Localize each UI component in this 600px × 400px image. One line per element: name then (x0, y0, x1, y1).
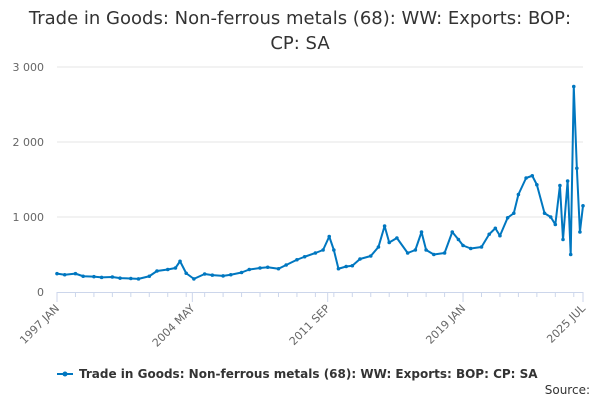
data-point (535, 182, 539, 187)
data-point (247, 267, 252, 272)
y-axis-labels: 0 1 000 2 000 3 000 (13, 61, 45, 299)
data-point (548, 215, 553, 219)
data-point (229, 272, 233, 277)
data-point (129, 276, 133, 281)
series-layer (55, 84, 585, 281)
data-point (578, 230, 582, 234)
y-tick-label: 0 (37, 286, 44, 299)
data-point (568, 252, 573, 257)
data-point (192, 277, 196, 281)
data-point (210, 273, 215, 277)
legend-label[interactable]: Trade in Goods: Non-ferrous metals (68):… (79, 367, 538, 381)
data-point (332, 248, 336, 252)
data-point (565, 179, 570, 183)
data-point (424, 248, 428, 252)
data-point (461, 243, 465, 248)
data-point (575, 166, 579, 171)
data-point (530, 173, 535, 178)
data-point (571, 84, 576, 89)
data-point (553, 222, 558, 227)
data-point (442, 251, 447, 255)
data-point (450, 230, 455, 234)
data-point (413, 248, 418, 252)
y-gridlines (57, 66, 583, 218)
data-point (184, 271, 188, 276)
y-tick-label: 3 000 (13, 61, 45, 74)
data-point (178, 259, 182, 264)
data-point (284, 263, 288, 267)
data-point (55, 271, 59, 276)
data-point (73, 271, 78, 276)
data-point (321, 248, 325, 252)
data-point (493, 226, 498, 231)
data-point (92, 274, 96, 279)
data-point (173, 266, 178, 270)
y-tick-label: 1 000 (13, 211, 45, 224)
data-point (147, 274, 152, 279)
data-point (432, 252, 436, 257)
data-point (456, 237, 461, 242)
data-point (487, 232, 491, 237)
data-point (468, 246, 473, 251)
data-point (62, 272, 67, 277)
data-point (136, 277, 141, 281)
data-point (327, 234, 332, 239)
data-point (221, 274, 225, 278)
data-point (81, 274, 85, 279)
data-point (395, 236, 399, 240)
data-point (516, 192, 521, 197)
data-point (258, 266, 262, 270)
data-point (239, 270, 244, 275)
x-tick-label: 2025 JUL (544, 301, 588, 345)
x-axis: 1997 JAN 2004 MAY 2011 SEP 2019 JAN 2025 JUL (17, 292, 589, 350)
data-point (387, 240, 392, 245)
data-point (313, 251, 318, 255)
data-point (561, 237, 565, 242)
data-point (344, 264, 348, 269)
legend: Trade in Goods: Non-ferrous metals (68):… (57, 367, 538, 381)
data-point (295, 257, 299, 262)
data-point (505, 215, 510, 220)
data-point (498, 233, 502, 238)
data-point (110, 275, 115, 279)
data-point (155, 269, 159, 273)
source-label: Source: (545, 383, 590, 397)
data-point (336, 266, 341, 271)
data-point (265, 265, 270, 270)
data-point (558, 183, 562, 188)
data-point (542, 211, 547, 216)
data-point (382, 224, 387, 228)
data-point (276, 266, 281, 271)
x-tick-label: 2019 JAN (423, 302, 468, 347)
data-point (99, 275, 104, 280)
legend-marker (62, 371, 68, 377)
series-line (56, 85, 584, 280)
data-point (511, 211, 516, 216)
x-tick-label: 2004 MAY (150, 302, 198, 350)
data-point (165, 267, 170, 272)
data-point (358, 257, 362, 261)
data-point (202, 272, 207, 276)
data-point (479, 245, 484, 249)
data-point (405, 251, 410, 255)
data-point (581, 203, 585, 208)
data-point (350, 263, 355, 268)
x-tick-label: 2011 SEP (287, 302, 333, 348)
data-point (376, 245, 381, 249)
data-point (524, 176, 528, 180)
y-tick-label: 2 000 (13, 136, 45, 149)
data-point (302, 254, 307, 259)
data-point (419, 230, 424, 234)
chart-title: Trade in Goods: Non-ferrous metals (68):… (28, 8, 572, 54)
data-point (118, 276, 122, 280)
x-tick-label: 1997 JAN (17, 302, 62, 347)
data-point (368, 254, 373, 258)
